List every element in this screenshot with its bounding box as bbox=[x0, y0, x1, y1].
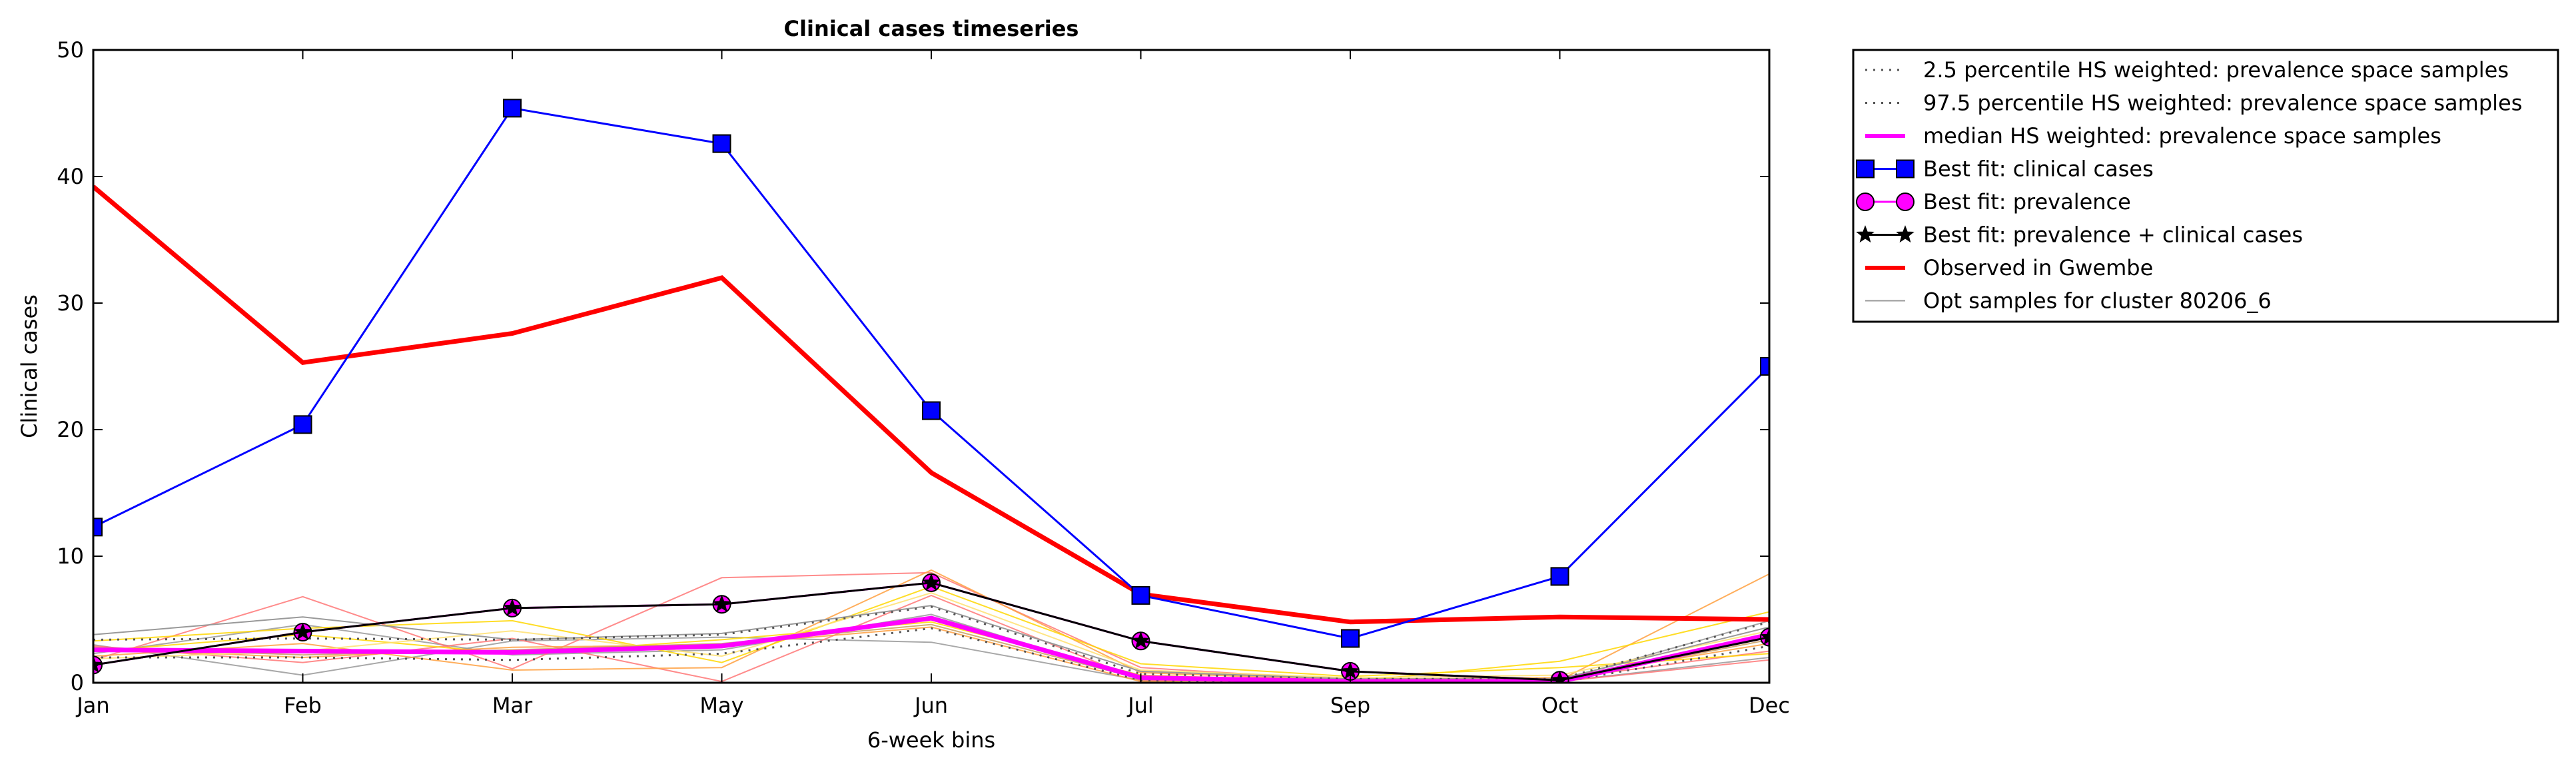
data-point bbox=[712, 594, 731, 612]
legend-entry: Best fit: prevalence + clinical cases bbox=[1856, 222, 2303, 248]
legend-entry: Best fit: prevalence bbox=[1856, 189, 2131, 214]
x-tick-label: Jan bbox=[75, 693, 109, 718]
series-line bbox=[93, 107, 1769, 640]
data-point bbox=[1341, 629, 1360, 648]
series-line bbox=[93, 615, 1769, 683]
x-axis: Jan Feb Mar May Jun Jul Sep Oct Dec bbox=[75, 50, 1790, 718]
legend-entry: Opt samples for cluster 80206_6 bbox=[1865, 288, 2272, 314]
data-point bbox=[1550, 567, 1569, 586]
legend-marker bbox=[1856, 225, 1875, 243]
data-point bbox=[1131, 585, 1150, 605]
data-point bbox=[503, 598, 522, 616]
x-tick-label: Jul bbox=[1126, 693, 1154, 718]
legend-marker bbox=[1856, 193, 1875, 211]
legend-entry: Best fit: clinical cases bbox=[1856, 157, 2154, 182]
legend-entry: median HS weighted: prevalence space sam… bbox=[1865, 123, 2441, 149]
x-tick-label: Oct bbox=[1541, 693, 1578, 718]
data-point bbox=[293, 622, 312, 640]
series-line bbox=[93, 185, 1769, 625]
legend-label: 2.5 percentile HS weighted: prevalence s… bbox=[1923, 57, 2509, 83]
y-axis-label: Clinical cases bbox=[17, 294, 42, 438]
x-tick-label: Sep bbox=[1330, 693, 1370, 718]
x-tick-label: Dec bbox=[1749, 693, 1790, 718]
legend-label: Observed in Gwembe bbox=[1923, 255, 2153, 280]
data-point bbox=[1131, 631, 1150, 649]
legend-entry: 2.5 percentile HS weighted: prevalence s… bbox=[1865, 57, 2509, 83]
legend-marker bbox=[1896, 159, 1915, 179]
legend-entry: Observed in Gwembe bbox=[1865, 255, 2153, 280]
series-line bbox=[93, 605, 1769, 680]
sample-line bbox=[93, 611, 1769, 683]
legend-frame bbox=[1852, 49, 2559, 323]
x-tick-label: May bbox=[699, 693, 743, 718]
data-point bbox=[1760, 627, 1769, 645]
x-tick-label: Mar bbox=[492, 693, 533, 718]
sample-line bbox=[93, 585, 1769, 677]
y-tick-label: 30 bbox=[57, 290, 84, 316]
data-point bbox=[93, 655, 103, 673]
y-tick-label: 40 bbox=[57, 164, 84, 189]
y-tick-label: 0 bbox=[71, 670, 84, 695]
data-point bbox=[293, 415, 312, 434]
plot-area bbox=[93, 99, 1769, 683]
legend: 2.5 percentile HS weighted: prevalence s… bbox=[1852, 49, 2559, 323]
legend-label: Best fit: prevalence bbox=[1923, 189, 2131, 214]
y-axis: 0 10 20 30 40 50 bbox=[57, 37, 1769, 695]
y-tick-label: 50 bbox=[57, 37, 84, 63]
sample-line bbox=[93, 592, 1769, 679]
y-tick-label: 10 bbox=[57, 544, 84, 569]
data-point bbox=[922, 401, 941, 420]
x-tick-label: Feb bbox=[284, 693, 322, 718]
x-axis-label: 6-week bins bbox=[867, 727, 995, 753]
legend-label: Best fit: prevalence + clinical cases bbox=[1923, 222, 2303, 248]
legend-label: median HS weighted: prevalence space sam… bbox=[1923, 123, 2441, 149]
legend-label: 97.5 percentile HS weighted: prevalence … bbox=[1923, 91, 2522, 116]
data-point bbox=[93, 518, 103, 537]
legend-label: Opt samples for cluster 80206_6 bbox=[1923, 288, 2272, 314]
data-point bbox=[1760, 357, 1769, 376]
y-tick-label: 20 bbox=[57, 417, 84, 442]
legend-marker bbox=[1856, 159, 1875, 179]
chart-title: Clinical cases timeseries bbox=[784, 16, 1079, 41]
data-point bbox=[503, 99, 522, 118]
legend-label: Best fit: clinical cases bbox=[1923, 157, 2154, 182]
data-point bbox=[712, 134, 731, 153]
data-point bbox=[922, 573, 941, 591]
series-line bbox=[93, 627, 1769, 683]
legend-marker bbox=[1896, 193, 1915, 211]
legend-entry: 97.5 percentile HS weighted: prevalence … bbox=[1865, 91, 2522, 116]
x-tick-label: Jun bbox=[913, 693, 948, 718]
legend-marker bbox=[1896, 225, 1915, 243]
